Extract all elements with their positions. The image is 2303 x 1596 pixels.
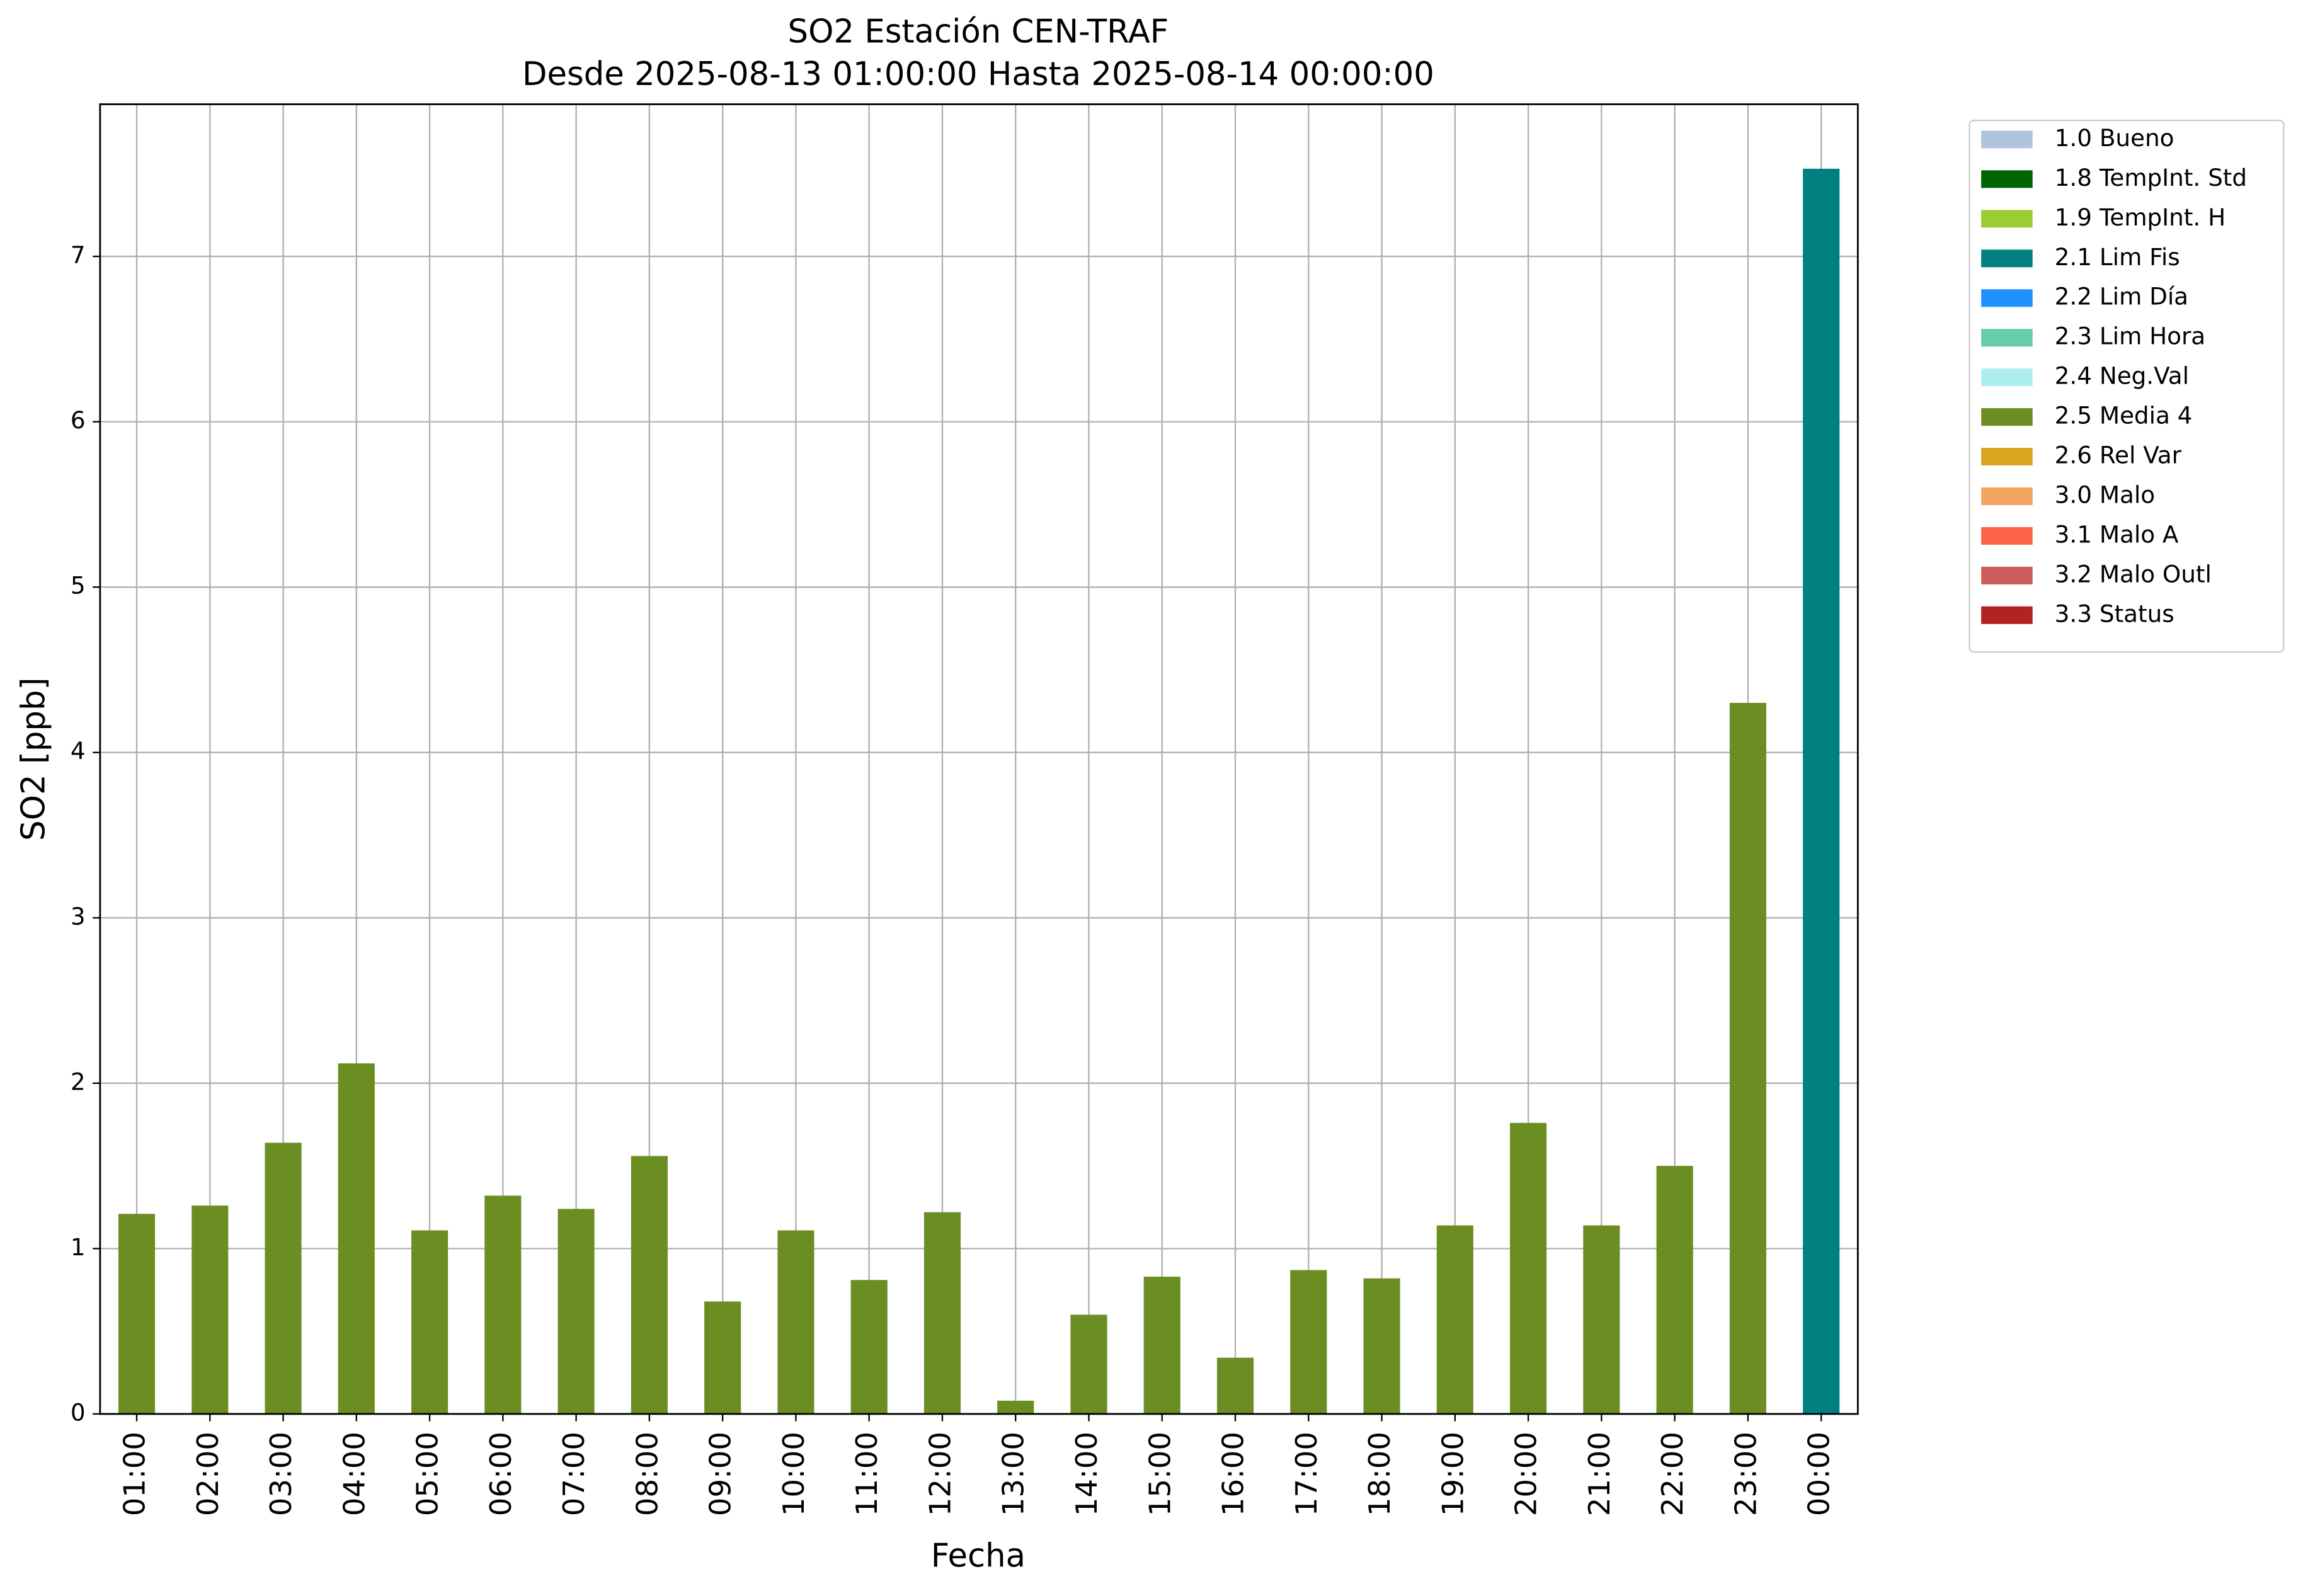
bar [631,1156,668,1414]
x-tick-label: 01:00 [118,1432,152,1516]
legend-swatch [1981,566,2033,584]
bar [1729,702,1766,1414]
x-tick-label: 09:00 [704,1432,738,1516]
x-tick-label: 19:00 [1436,1432,1470,1516]
legend-swatch [1981,249,2033,268]
bar [1436,1225,1473,1414]
bar [1216,1357,1254,1414]
x-tick-label: 15:00 [1143,1432,1177,1516]
x-tick-label: 23:00 [1729,1432,1763,1516]
bar [557,1209,595,1414]
x-tick-label: 12:00 [923,1432,957,1516]
y-tick-label: 0 [71,1398,86,1426]
bar [1510,1122,1547,1414]
y-tick-label: 1 [71,1233,86,1261]
legend-swatch [1981,527,2033,545]
bar [484,1195,522,1414]
legend-swatch [1981,170,2033,188]
bar [777,1230,814,1414]
legend-swatch [1981,289,2033,307]
bar [850,1280,888,1414]
x-tick-label: 07:00 [557,1432,591,1516]
legend-label: 3.3 Status [2055,600,2174,627]
y-tick-label: 3 [71,903,86,930]
bar [1363,1278,1400,1414]
bar [411,1230,449,1414]
x-tick-label: 10:00 [777,1432,811,1516]
x-tick-label: 05:00 [411,1432,445,1516]
chart-subtitle: Desde 2025-08-13 01:00:00 Hasta 2025-08-… [522,55,1434,93]
x-tick-label: 21:00 [1582,1432,1616,1516]
y-tick-label: 5 [71,572,86,600]
bar [1656,1166,1693,1414]
legend-label: 3.1 Malo A [2055,520,2179,548]
bar [997,1400,1034,1414]
y-axis-label: SO2 [ppb] [14,678,52,841]
legend-label: 2.1 Lim Fis [2055,243,2180,271]
chart-title: SO2 Estación CEN-TRAF [788,13,1169,51]
plot-frame [99,103,1859,1415]
y-tick-label: 6 [71,406,86,434]
legend-swatch [1981,130,2033,149]
x-tick-label: 03:00 [264,1432,298,1516]
x-tick-label: 22:00 [1655,1432,1689,1516]
x-tick-label: 13:00 [997,1432,1031,1516]
x-tick-label: 17:00 [1289,1432,1323,1516]
bar [191,1206,229,1414]
legend-swatch [1981,408,2033,426]
bar [1070,1314,1107,1414]
x-tick-label: 11:00 [850,1432,884,1516]
x-tick-label: 00:00 [1802,1432,1836,1516]
legend-swatch [1981,606,2033,624]
x-axis-label: Fecha [931,1537,1026,1575]
legend-label: 2.5 Media 4 [2055,402,2193,430]
x-tick-label: 02:00 [191,1432,225,1516]
bar [1290,1270,1327,1414]
legend-swatch [1981,368,2033,387]
x-tick-label: 04:00 [337,1432,371,1516]
x-tick-label: 08:00 [630,1432,664,1516]
y-tick-label: 4 [71,737,86,765]
bar [1583,1225,1620,1414]
legend-label: 2.6 Rel Var [2055,441,2182,469]
bar [338,1063,375,1414]
x-tick-label: 20:00 [1509,1432,1543,1516]
y-tick-label: 7 [71,241,86,269]
x-tick-label: 14:00 [1070,1432,1104,1516]
bar [704,1301,741,1414]
legend-label: 3.2 Malo Outl [2055,560,2212,588]
bar [1143,1277,1180,1414]
legend-label: 1.8 TempInt. Std [2055,164,2247,191]
x-tick-label: 16:00 [1216,1432,1250,1516]
bar [265,1143,302,1414]
legend-box [1969,119,2285,653]
x-tick-label: 18:00 [1363,1432,1397,1516]
legend-label: 2.2 Lim Día [2055,283,2188,311]
legend-swatch [1981,329,2033,347]
bar [923,1212,961,1414]
legend-label: 3.0 Malo [2055,481,2155,508]
legend-label: 1.9 TempInt. H [2055,203,2226,231]
legend-label: 2.3 Lim Hora [2055,322,2205,350]
bar [118,1214,156,1414]
legend-swatch [1981,210,2033,228]
y-tick-label: 2 [71,1068,86,1095]
bar [1803,168,1840,1414]
legend-swatch [1981,487,2033,505]
legend-swatch [1981,448,2033,465]
legend-label: 1.0 Bueno [2055,124,2174,152]
legend-label: 2.4 Neg.Val [2055,362,2189,390]
x-tick-label: 06:00 [484,1432,518,1516]
